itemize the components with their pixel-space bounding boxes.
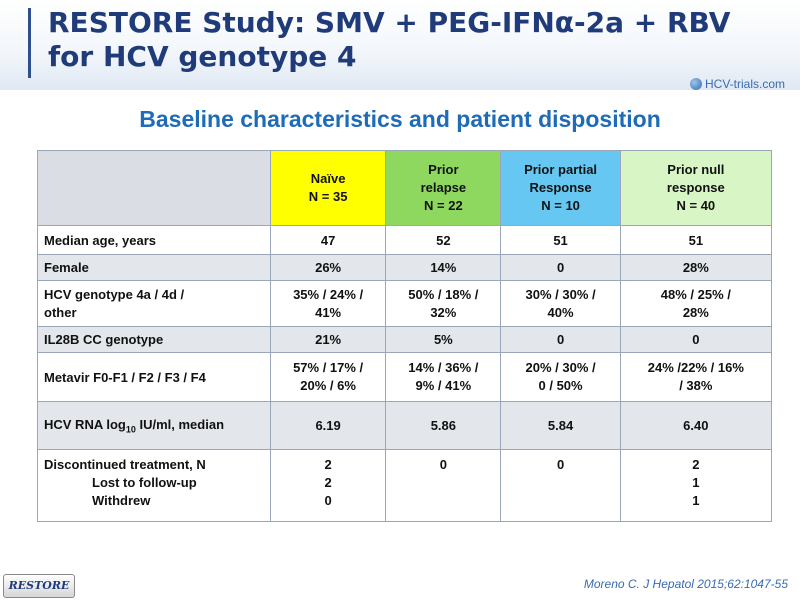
cell-value: 14% — [385, 254, 502, 281]
table-row: HCV genotype 4a / 4d / other 35% / 24% /… — [37, 280, 773, 327]
cell-value: 6.19 — [269, 401, 387, 450]
subtitle: Baseline characteristics and patient dis… — [139, 106, 661, 132]
row-label: Median age, years — [37, 225, 271, 255]
cell-value: 24% /22% / 16%/ 38% — [619, 352, 773, 402]
row-label: HCV genotype 4a / 4d / other — [37, 280, 271, 327]
col-header-prior-relapse: Prior relapse N = 22 — [385, 150, 502, 226]
cell-value: 51 — [619, 225, 773, 255]
col-header-prior-partial: Prior partial Response N = 10 — [500, 150, 621, 226]
reference-citation: Moreno C. J Hepatol 2015;62:1047-55 — [583, 577, 788, 591]
cell-value: 28% — [619, 254, 773, 281]
cell-value: 51 — [500, 225, 621, 255]
cell-value: 35% / 24% /41% — [269, 280, 387, 327]
cell-value: 5.84 — [500, 401, 621, 450]
cell-value: 30% / 30% /40% — [500, 280, 621, 327]
row-label: IL28B CC genotype — [37, 326, 271, 353]
cell-value: 21% — [269, 326, 387, 353]
restore-button[interactable]: RESTORE — [3, 574, 75, 598]
globe-icon — [690, 78, 702, 90]
title-line-2: for HCV genotype 4 — [48, 40, 357, 73]
title-line-1: RESTORE Study: SMV + PEG-IFNα-2a + RBV — [48, 6, 731, 39]
hcv-trials-logo: HCV-trials.com — [690, 77, 785, 91]
cell-value: 0 — [500, 449, 621, 522]
cell-value: 52 — [385, 225, 502, 255]
logo-text: HCV-trials.com — [705, 77, 786, 91]
table-row: Metavir F0-F1 / F2 / F3 / F4 57% / 17% /… — [37, 352, 773, 402]
header-blank-cell — [37, 150, 271, 226]
col-header-prior-null: Prior null response N = 40 — [619, 150, 773, 226]
cell-value: 0 — [385, 449, 502, 522]
slide-title: RESTORE Study: SMV + PEG-IFNα-2a + RBV f… — [48, 6, 730, 74]
table-row: Median age, years 47 52 51 51 — [37, 225, 773, 255]
cell-value: 47 — [269, 225, 387, 255]
cell-value: 20% / 30% /0 / 50% — [500, 352, 621, 402]
cell-value: 57% / 17% /20% / 6% — [269, 352, 387, 402]
cell-value: 5.86 — [385, 401, 502, 450]
row-label: Metavir F0-F1 / F2 / F3 / F4 — [37, 352, 271, 402]
title-accent-bar — [28, 8, 31, 78]
cell-value: 0 — [500, 326, 621, 353]
cell-value: 6.40 — [619, 401, 773, 450]
row-label: Discontinued treatment, N Lost to follow… — [37, 449, 271, 522]
row-label: Female — [37, 254, 271, 281]
baseline-table: Naïve N = 35 Prior relapse N = 22 Prior … — [37, 150, 773, 522]
col-header-naive: Naïve N = 35 — [269, 150, 387, 226]
table-row: HCV RNA log10 IU/ml, median 6.19 5.86 5.… — [37, 401, 773, 450]
table-row: Discontinued treatment, N Lost to follow… — [37, 449, 773, 522]
cell-value: 14% / 36% /9% / 41% — [385, 352, 502, 402]
table-row: IL28B CC genotype 21% 5% 0 0 — [37, 326, 773, 353]
table-row: Female 26% 14% 0 28% — [37, 254, 773, 281]
row-label: HCV RNA log10 IU/ml, median — [37, 401, 271, 450]
cell-value: 50% / 18% /32% — [385, 280, 502, 327]
cell-value: 0 — [500, 254, 621, 281]
cell-value: 26% — [269, 254, 387, 281]
title-bar: RESTORE Study: SMV + PEG-IFNα-2a + RBV f… — [0, 0, 800, 91]
cell-value: 48% / 25% /28% — [619, 280, 773, 327]
cell-value: 0 — [619, 326, 773, 353]
cell-value: 5% — [385, 326, 502, 353]
header-row: Naïve N = 35 Prior relapse N = 22 Prior … — [37, 150, 773, 226]
